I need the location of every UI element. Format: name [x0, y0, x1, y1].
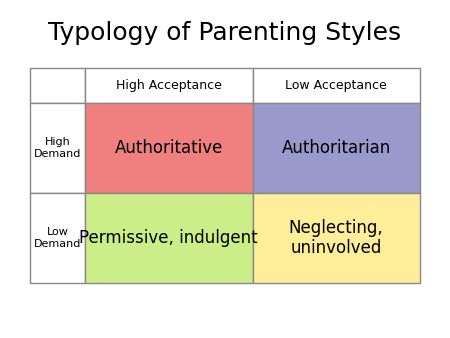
Text: High Acceptance: High Acceptance	[116, 79, 222, 92]
Bar	[85, 193, 252, 283]
Text: Low Acceptance: Low Acceptance	[285, 79, 387, 92]
Bar	[252, 68, 420, 103]
Bar	[30, 68, 85, 103]
Bar	[30, 193, 85, 283]
Bar	[85, 103, 252, 193]
Bar	[252, 103, 420, 193]
Text: Neglecting,
uninvolved: Neglecting, uninvolved	[289, 219, 383, 258]
Text: Low
Demand: Low Demand	[34, 227, 81, 249]
Text: Authoritative: Authoritative	[115, 139, 223, 157]
Text: Authoritarian: Authoritarian	[282, 139, 391, 157]
Bar	[85, 68, 252, 103]
Bar	[30, 103, 85, 193]
Text: Typology of Parenting Styles: Typology of Parenting Styles	[49, 21, 401, 45]
Text: High
Demand: High Demand	[34, 137, 81, 159]
Text: Permissive, indulgent: Permissive, indulgent	[80, 229, 258, 247]
Bar	[252, 193, 420, 283]
